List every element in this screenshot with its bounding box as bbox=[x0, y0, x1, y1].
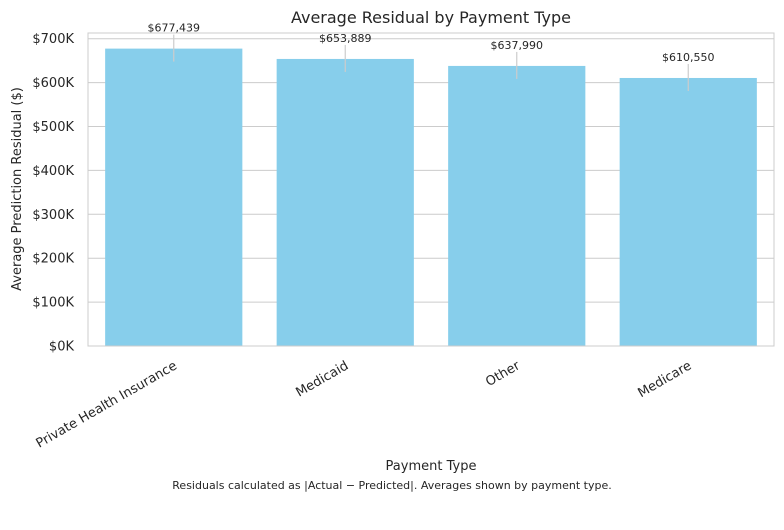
y-tick-label: $700K bbox=[32, 32, 74, 47]
x-tick-label: Other bbox=[483, 358, 523, 390]
bar bbox=[619, 77, 757, 346]
y-tick-label: $400K bbox=[32, 164, 74, 179]
y-tick-label: $300K bbox=[32, 208, 74, 223]
chart-caption: Residuals calculated as |Actual − Predic… bbox=[172, 479, 612, 492]
x-tick-label: Medicare bbox=[635, 358, 694, 401]
y-tick-label: $500K bbox=[32, 120, 74, 135]
bars bbox=[105, 48, 757, 346]
plot-frame bbox=[87, 32, 775, 347]
data-label: $653,889 bbox=[319, 32, 372, 45]
y-tick-label: $600K bbox=[32, 76, 74, 91]
x-tick-label: Private Health Insurance bbox=[34, 358, 180, 451]
bar bbox=[105, 48, 243, 346]
data-label: $637,990 bbox=[491, 39, 544, 52]
bar bbox=[448, 65, 586, 346]
y-tick-labels: $0K $100K $200K $300K $400K $500K $600K $700K bbox=[32, 32, 74, 354]
y-tick-label: $100K bbox=[32, 296, 74, 311]
label-leader-lines bbox=[173, 34, 689, 91]
chart-title: Average Residual by Payment Type bbox=[291, 8, 571, 27]
y-axis-label: Average Prediction Residual ($) bbox=[10, 87, 25, 291]
data-labels: $677,439 $653,889 $637,990 $610,550 bbox=[148, 22, 715, 64]
data-label: $677,439 bbox=[148, 22, 201, 35]
x-tick-labels: Private Health Insurance Medicaid Other Med… bbox=[34, 358, 695, 451]
y-tick-label: $0K bbox=[49, 340, 75, 355]
x-axis-label: Payment Type bbox=[386, 459, 477, 474]
data-label: $610,550 bbox=[662, 51, 715, 64]
bar bbox=[276, 58, 414, 346]
y-tick-label: $200K bbox=[32, 252, 74, 267]
x-tick-label: Medicaid bbox=[293, 358, 351, 400]
